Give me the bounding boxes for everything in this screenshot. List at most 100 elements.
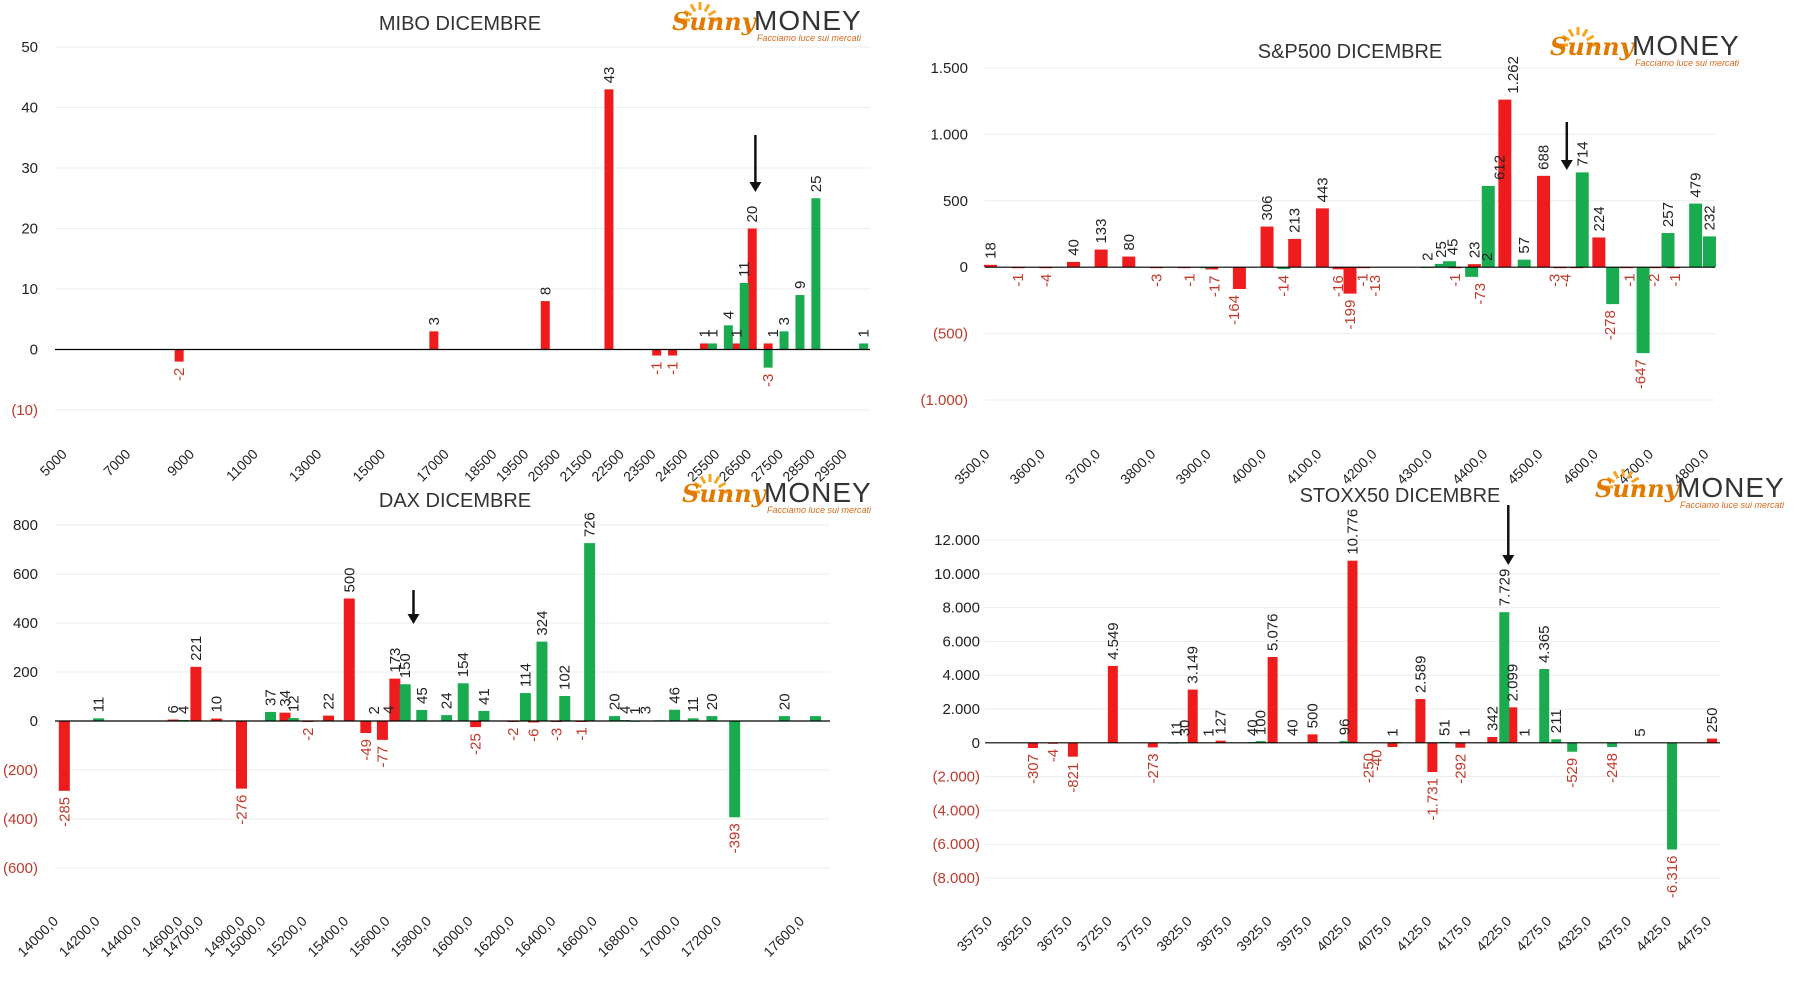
data-label: -1 [573, 727, 590, 740]
bar [811, 198, 821, 350]
chart-panel-0: (10)01020304050-23843-1-111411120-313925… [11, 2, 873, 485]
x-tick-label: 4200,0 [1338, 446, 1380, 488]
bar [1517, 259, 1531, 268]
data-label: 213 [1287, 208, 1304, 233]
logo-tagline: Facciamo luce sui mercati [1680, 500, 1785, 510]
x-tick-label: 4400,0 [1449, 446, 1491, 488]
data-label: -393 [727, 823, 744, 853]
data-label: 18 [983, 242, 1000, 259]
bar [441, 715, 453, 721]
data-label: 1 [696, 329, 713, 337]
x-tick-label: 4100,0 [1283, 446, 1325, 488]
data-label: 11 [685, 697, 702, 713]
x-tick-label: 3675,0 [1033, 913, 1075, 955]
data-label: 2 [1479, 253, 1496, 261]
y-tick-label: (600) [3, 860, 38, 877]
x-tick-label: 3925,0 [1233, 913, 1275, 955]
bar [211, 718, 223, 721]
bar [1067, 742, 1078, 757]
data-label: -1 [1182, 273, 1199, 286]
bar [470, 721, 482, 728]
x-tick-label: 4300,0 [1393, 446, 1435, 488]
x-tick-label: 20500 [524, 446, 563, 485]
data-label: 127 [1213, 710, 1230, 735]
bar [1215, 740, 1226, 743]
x-tick-label: 17600,0 [760, 913, 807, 960]
data-label: -3 [760, 374, 777, 387]
bar [731, 343, 741, 350]
data-label: -250 [1360, 753, 1377, 783]
bar [1707, 738, 1718, 743]
data-label: -40 [1368, 749, 1385, 771]
y-tick-label: 50 [21, 39, 38, 56]
data-label: 8 [537, 287, 554, 295]
y-tick-label: 1.500 [930, 60, 968, 77]
data-label: 4.549 [1105, 622, 1122, 660]
bar [389, 678, 401, 721]
bar [1107, 665, 1118, 743]
sun-icon [1605, 469, 1641, 489]
chart-title: S&P500 DICEMBRE [1258, 41, 1443, 63]
y-tick-label: 8.000 [942, 600, 980, 617]
data-label: 5.076 [1265, 613, 1282, 651]
data-label: 2.589 [1412, 655, 1429, 693]
bar [778, 716, 790, 721]
bar [1667, 742, 1678, 850]
arrow-down-icon [1502, 505, 1515, 565]
bar [707, 343, 717, 350]
data-label: -273 [1145, 753, 1162, 783]
data-label: 25 [808, 176, 825, 193]
x-tick-label: 15800,0 [387, 913, 434, 960]
bar [1455, 742, 1466, 748]
bar [536, 641, 548, 721]
data-label: 211 [1548, 709, 1565, 733]
bar [706, 716, 718, 721]
data-label: 443 [1314, 177, 1331, 202]
y-tick-label: 30 [21, 160, 38, 177]
data-label: 612 [1491, 155, 1508, 180]
bar [235, 721, 247, 789]
bar [1122, 256, 1136, 268]
logo-tagline: Facciamo luce sui mercati [1635, 58, 1740, 68]
data-label: -16 [1330, 275, 1347, 297]
y-tick-label: (400) [3, 811, 38, 828]
bar [1567, 742, 1578, 752]
x-tick-label: 5000 [37, 446, 70, 479]
data-label: 5 [1632, 728, 1649, 736]
data-label: 40 [1285, 719, 1302, 736]
bar [1498, 99, 1512, 268]
sun-icon [1560, 27, 1596, 47]
bar [1467, 264, 1481, 268]
data-label: 726 [582, 512, 599, 537]
bar [1339, 741, 1350, 743]
data-label: 173 [387, 648, 404, 673]
bar [1277, 267, 1291, 270]
bar [729, 721, 741, 818]
y-tick-label: 0 [30, 713, 38, 730]
bar [1260, 226, 1274, 268]
data-label: -3 [1547, 274, 1564, 287]
bar [1315, 208, 1329, 268]
data-label: 1 [1384, 728, 1401, 736]
data-label: -1 [1010, 273, 1027, 286]
x-tick-label: 19500 [493, 446, 532, 485]
sun-icon [692, 474, 728, 494]
x-tick-label: 4500,0 [1504, 446, 1546, 488]
bar [739, 282, 749, 350]
data-label: 7.729 [1496, 569, 1513, 607]
bar [1661, 233, 1675, 268]
y-tick-label: (2.000) [932, 769, 980, 786]
data-label: 6 [165, 705, 182, 713]
bar [1465, 267, 1479, 277]
x-tick-label: 3575,0 [954, 913, 996, 955]
data-label: 1 [765, 329, 782, 337]
data-label: 40 [1245, 719, 1262, 736]
bar [763, 343, 773, 350]
data-label: -278 [1602, 310, 1619, 340]
bar [279, 712, 291, 721]
bar [1481, 185, 1495, 268]
logo-word: MONEY [754, 5, 862, 36]
data-label: 102 [557, 665, 574, 690]
